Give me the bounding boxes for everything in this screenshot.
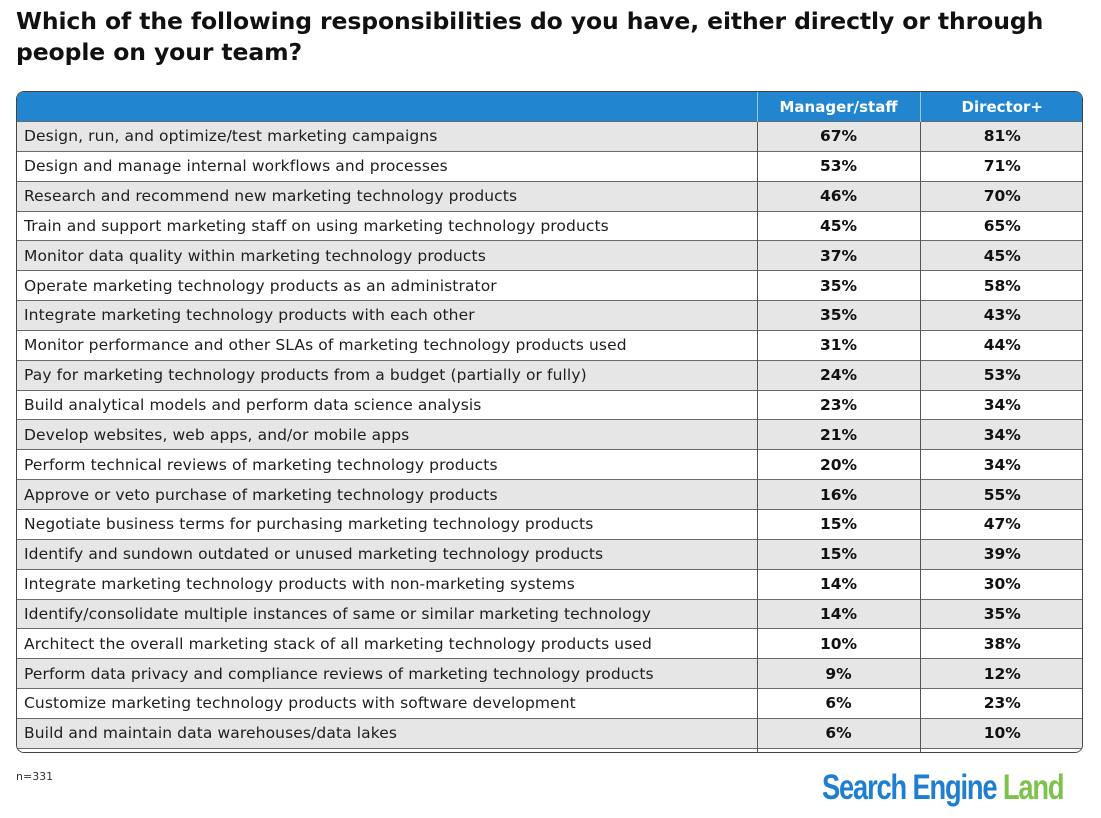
- manager-staff-value: 45%: [757, 210, 921, 241]
- table-row: Perform security reviews of marketing te…: [17, 747, 1082, 752]
- director-value: 30%: [920, 568, 1082, 599]
- director-value: 34%: [920, 449, 1082, 480]
- table-row: Integrate marketing technology products …: [17, 300, 1082, 331]
- table-row: Customize marketing technology products …: [17, 688, 1082, 719]
- search-engine-land-logo: Search Engine Land: [822, 768, 1065, 808]
- responsibility-label: Perform data privacy and compliance revi…: [17, 658, 758, 689]
- responsibility-label: Pay for marketing technology products fr…: [17, 359, 758, 391]
- director-value: 12%: [920, 747, 1082, 752]
- logo-text-accent: Land: [1002, 768, 1065, 807]
- responsibility-label: Perform technical reviews of marketing t…: [17, 449, 758, 480]
- responsibility-label: Approve or veto purchase of marketing te…: [17, 479, 758, 510]
- table-row: Integrate marketing technology products …: [17, 568, 1082, 599]
- table-row: Architect the overall marketing stack of…: [17, 628, 1082, 659]
- table-row: Build and maintain data warehouses/data …: [17, 717, 1082, 749]
- manager-staff-value: 23%: [757, 389, 921, 420]
- director-value: 81%: [920, 121, 1082, 152]
- director-value: 39%: [920, 538, 1082, 570]
- responsibility-label: Design, run, and optimize/test marketing…: [17, 121, 758, 152]
- responsibilities-table: Manager/staff Director+ Design, run, and…: [16, 91, 1083, 753]
- responsibility-label: Research and recommend new marketing tec…: [17, 180, 758, 212]
- director-value: 23%: [920, 688, 1082, 719]
- table-row: Perform data privacy and compliance revi…: [17, 658, 1082, 689]
- manager-staff-value: 35%: [757, 300, 921, 331]
- director-value: 55%: [920, 479, 1082, 510]
- manager-staff-value: 37%: [757, 240, 921, 271]
- responsibility-label: Integrate marketing technology products …: [17, 300, 758, 331]
- director-value: 12%: [920, 658, 1082, 689]
- manager-staff-value: 6%: [757, 717, 921, 749]
- manager-staff-value: 16%: [757, 479, 921, 510]
- responsibility-label: Integrate marketing technology products …: [17, 568, 758, 599]
- table-row: Train and support marketing staff on usi…: [17, 210, 1082, 241]
- responsibility-label: Train and support marketing staff on usi…: [17, 210, 758, 241]
- manager-staff-value: 5%: [757, 747, 921, 752]
- column-header-manager-staff: Manager/staff: [757, 92, 921, 122]
- director-value: 47%: [920, 508, 1082, 540]
- responsibility-label: Architect the overall marketing stack of…: [17, 628, 758, 659]
- logo-text-primary: Search Engine: [822, 768, 998, 807]
- manager-staff-value: 24%: [757, 359, 921, 391]
- table-header-row: Manager/staff Director+: [17, 92, 1082, 122]
- responsibility-label: Monitor performance and other SLAs of ma…: [17, 329, 758, 361]
- table-row: Negotiate business terms for purchasing …: [17, 508, 1082, 540]
- responsibility-label: Build and maintain data warehouses/data …: [17, 717, 758, 749]
- director-value: 34%: [920, 389, 1082, 420]
- responsibility-label: Design and manage internal workflows and…: [17, 150, 758, 182]
- director-value: 43%: [920, 300, 1082, 331]
- manager-staff-value: 9%: [757, 658, 921, 689]
- manager-staff-value: 14%: [757, 568, 921, 599]
- director-value: 35%: [920, 598, 1082, 629]
- manager-staff-value: 67%: [757, 121, 921, 152]
- responsibility-label: Build analytical models and perform data…: [17, 389, 758, 420]
- table-row: Monitor performance and other SLAs of ma…: [17, 329, 1082, 361]
- table-row: Design, run, and optimize/test marketing…: [17, 121, 1082, 152]
- manager-staff-value: 6%: [757, 688, 921, 719]
- manager-staff-value: 35%: [757, 270, 921, 301]
- manager-staff-value: 15%: [757, 538, 921, 570]
- responsibility-label: Operate marketing technology products as…: [17, 270, 758, 301]
- responsibility-label: Monitor data quality within marketing te…: [17, 240, 758, 271]
- manager-staff-value: 31%: [757, 329, 921, 361]
- table-row: Monitor data quality within marketing te…: [17, 240, 1082, 271]
- manager-staff-value: 46%: [757, 180, 921, 212]
- table-row: Perform technical reviews of marketing t…: [17, 449, 1082, 480]
- manager-staff-value: 15%: [757, 508, 921, 540]
- manager-staff-value: 20%: [757, 449, 921, 480]
- table-row: Identify and sundown outdated or unused …: [17, 538, 1082, 570]
- table-row: Research and recommend new marketing tec…: [17, 180, 1082, 212]
- manager-staff-value: 14%: [757, 598, 921, 629]
- table-row: Identify/consolidate multiple instances …: [17, 598, 1082, 629]
- director-value: 34%: [920, 419, 1082, 450]
- table-row: Design and manage internal workflows and…: [17, 150, 1082, 182]
- table-row: Operate marketing technology products as…: [17, 270, 1082, 301]
- director-value: 38%: [920, 628, 1082, 659]
- director-value: 10%: [920, 717, 1082, 749]
- column-header-director: Director+: [920, 92, 1082, 122]
- director-value: 65%: [920, 210, 1082, 241]
- table-row: Develop websites, web apps, and/or mobil…: [17, 419, 1082, 450]
- responsibility-label: Negotiate business terms for purchasing …: [17, 508, 758, 540]
- sample-size-note: n=331: [16, 770, 54, 783]
- column-header-responsibility: [17, 92, 758, 122]
- director-value: 70%: [920, 180, 1082, 212]
- manager-staff-value: 10%: [757, 628, 921, 659]
- table-row: Pay for marketing technology products fr…: [17, 359, 1082, 391]
- table-row: Approve or veto purchase of marketing te…: [17, 479, 1082, 510]
- director-value: 44%: [920, 329, 1082, 361]
- director-value: 53%: [920, 359, 1082, 391]
- director-value: 71%: [920, 150, 1082, 182]
- chart-title: Which of the following responsibilities …: [16, 7, 1044, 66]
- responsibility-label: Identify and sundown outdated or unused …: [17, 538, 758, 570]
- table-body: Design, run, and optimize/test marketing…: [17, 121, 1082, 752]
- responsibility-label: Customize marketing technology products …: [17, 688, 758, 719]
- director-value: 58%: [920, 270, 1082, 301]
- table-row: Build analytical models and perform data…: [17, 389, 1082, 420]
- responsibility-label: Perform security reviews of marketing te…: [17, 747, 758, 752]
- responsibility-label: Identify/consolidate multiple instances …: [17, 598, 758, 629]
- responsibility-label: Develop websites, web apps, and/or mobil…: [17, 419, 758, 450]
- director-value: 45%: [920, 240, 1082, 271]
- manager-staff-value: 21%: [757, 419, 921, 450]
- manager-staff-value: 53%: [757, 150, 921, 182]
